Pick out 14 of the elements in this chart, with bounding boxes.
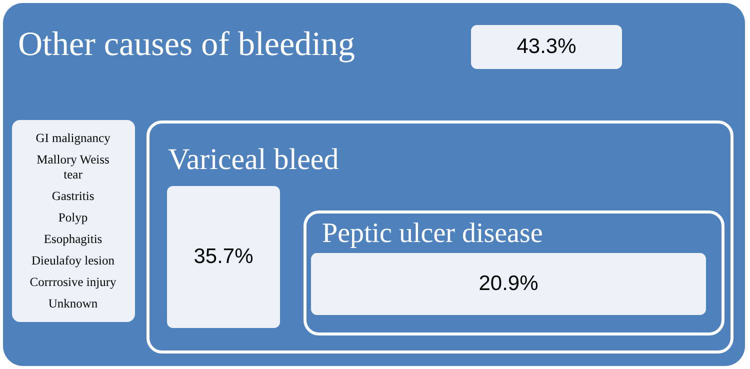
data-label: 20.9% [478, 272, 538, 295]
category-label: Variceal bleed [168, 143, 339, 176]
data-label: 35.7% [194, 245, 254, 268]
text: Unknown [48, 296, 98, 310]
category-label: Peptic ulcer disease [322, 218, 543, 249]
text: Mallory Weiss tear [36, 152, 110, 182]
text: GI malignancy [36, 131, 112, 145]
data-label: 43.3% [516, 35, 576, 58]
text: Gastritis [52, 189, 94, 203]
text: Corrrosive injury [30, 275, 117, 289]
text: Esophagitis [44, 232, 102, 246]
category-label: Other causes of bleeding [18, 26, 356, 63]
text: Dieulafoy lesion [32, 254, 116, 268]
text: Polyp [58, 210, 88, 224]
